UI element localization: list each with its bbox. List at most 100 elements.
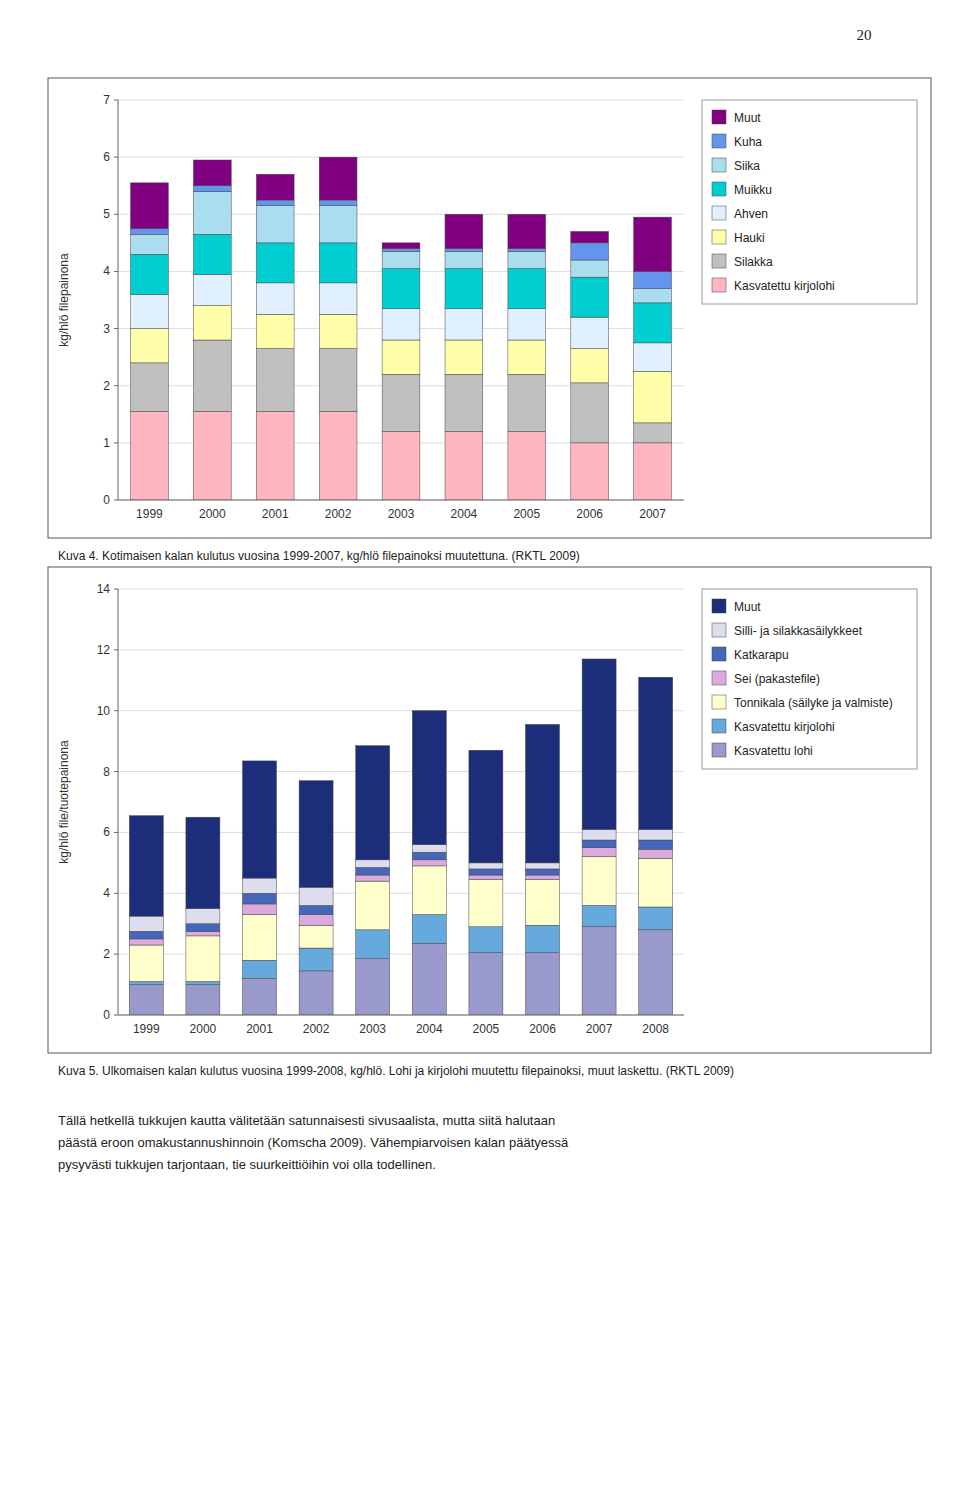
bar-segment	[526, 880, 560, 926]
bar-segment	[412, 852, 446, 860]
bar-segment	[508, 431, 546, 500]
bar-segment	[571, 443, 609, 500]
bar-segment	[469, 927, 503, 953]
bar-segment	[186, 936, 220, 982]
legend-swatch	[712, 671, 726, 685]
bar-segment	[469, 953, 503, 1015]
x-tick-label: 2003	[359, 1022, 386, 1036]
y-tick-label: 3	[103, 322, 110, 336]
y-tick	[114, 157, 118, 158]
bar-segment	[131, 254, 169, 294]
bar-segment	[469, 875, 503, 880]
x-axis	[118, 500, 684, 501]
bar-segment	[129, 939, 163, 945]
bar-segment	[382, 249, 420, 252]
bar-segment	[243, 878, 277, 893]
bar-segment	[356, 959, 390, 1015]
bar-segment	[382, 340, 420, 374]
y-tick-label: 1	[103, 436, 110, 450]
y-tick-label: 4	[103, 886, 110, 900]
y-tick	[114, 271, 118, 272]
y-tick-label: 5	[103, 207, 110, 221]
legend-label: Kasvatettu lohi	[734, 744, 813, 758]
bar-segment	[639, 840, 673, 849]
body-text-line: pysyvästi tukkujen tarjontaan, tie suurk…	[58, 1157, 436, 1172]
bar-segment	[412, 915, 446, 944]
caption: Kuva 4. Kotimaisen kalan kulutus vuosina…	[58, 549, 580, 563]
bar-segment	[445, 249, 483, 252]
y-tick	[114, 832, 118, 833]
y-axis	[118, 589, 119, 1015]
y-tick	[114, 442, 118, 443]
bar-segment	[186, 909, 220, 924]
x-tick-label: 2000	[199, 507, 226, 521]
bar-segment	[634, 217, 672, 271]
bar-segment	[193, 191, 231, 234]
bar-segment	[412, 866, 446, 915]
bar-segment	[319, 157, 357, 200]
legend-swatch	[712, 695, 726, 709]
y-tick	[114, 500, 118, 501]
legend-label: Silakka	[734, 255, 773, 269]
bar-segment	[571, 277, 609, 317]
grid-line	[118, 589, 684, 590]
bar-segment	[193, 274, 231, 305]
bar-segment	[571, 260, 609, 277]
bar-segment	[582, 905, 616, 926]
bar-segment	[356, 875, 390, 881]
y-tick-label: 10	[97, 704, 111, 718]
bar-segment	[382, 251, 420, 268]
y-tick	[114, 954, 118, 955]
legend-swatch	[712, 206, 726, 220]
x-tick-label: 2007	[639, 507, 666, 521]
legend-swatch	[712, 230, 726, 244]
bar-segment	[382, 431, 420, 500]
bar-segment	[129, 916, 163, 931]
y-tick-label: 0	[103, 493, 110, 507]
bar-segment	[356, 746, 390, 860]
bar-segment	[445, 340, 483, 374]
bar-segment	[299, 781, 333, 888]
grid-line	[118, 1015, 684, 1016]
legend: MuutSilli- ja silakkasäilykkeetKatkarapu…	[702, 589, 917, 769]
bar-segment	[639, 858, 673, 907]
bar-segment	[582, 829, 616, 840]
bar-segment	[256, 243, 294, 283]
legend-label: Kasvatettu kirjolohi	[734, 720, 835, 734]
y-tick	[114, 385, 118, 386]
bar-segment	[526, 875, 560, 880]
bar-segment	[412, 845, 446, 853]
bar-segment	[193, 234, 231, 274]
y-tick	[114, 1015, 118, 1016]
bar-segment	[299, 925, 333, 948]
bar-segment	[508, 309, 546, 340]
bar-segment	[129, 982, 163, 985]
legend-swatch	[712, 110, 726, 124]
bar-segment	[526, 869, 560, 875]
bar-segment	[445, 269, 483, 309]
bar-segment	[508, 214, 546, 248]
x-tick-label: 2002	[303, 1022, 330, 1036]
bar-segment	[256, 200, 294, 206]
bar-segment	[571, 383, 609, 443]
bar-segment	[639, 677, 673, 829]
bar-segment	[299, 905, 333, 914]
bar-segment	[186, 982, 220, 985]
y-axis-label: kg/hlö file/tuotepainona	[57, 740, 71, 864]
legend-label: Muut	[734, 600, 761, 614]
legend-swatch	[712, 182, 726, 196]
y-tick	[114, 649, 118, 650]
bar-segment	[319, 283, 357, 314]
bar-segment	[382, 374, 420, 431]
bar-segment	[356, 930, 390, 959]
bar-segment	[256, 411, 294, 500]
legend: MuutKuhaSiikaMuikkuAhvenHaukiSilakkaKasv…	[702, 100, 917, 304]
bar-segment	[382, 309, 420, 340]
bar-segment	[131, 411, 169, 500]
legend-swatch	[712, 623, 726, 637]
legend-label: Muut	[734, 111, 761, 125]
x-tick-label: 2002	[325, 507, 352, 521]
y-axis	[118, 100, 119, 500]
bar-segment	[445, 251, 483, 268]
bar-segment	[382, 269, 420, 309]
